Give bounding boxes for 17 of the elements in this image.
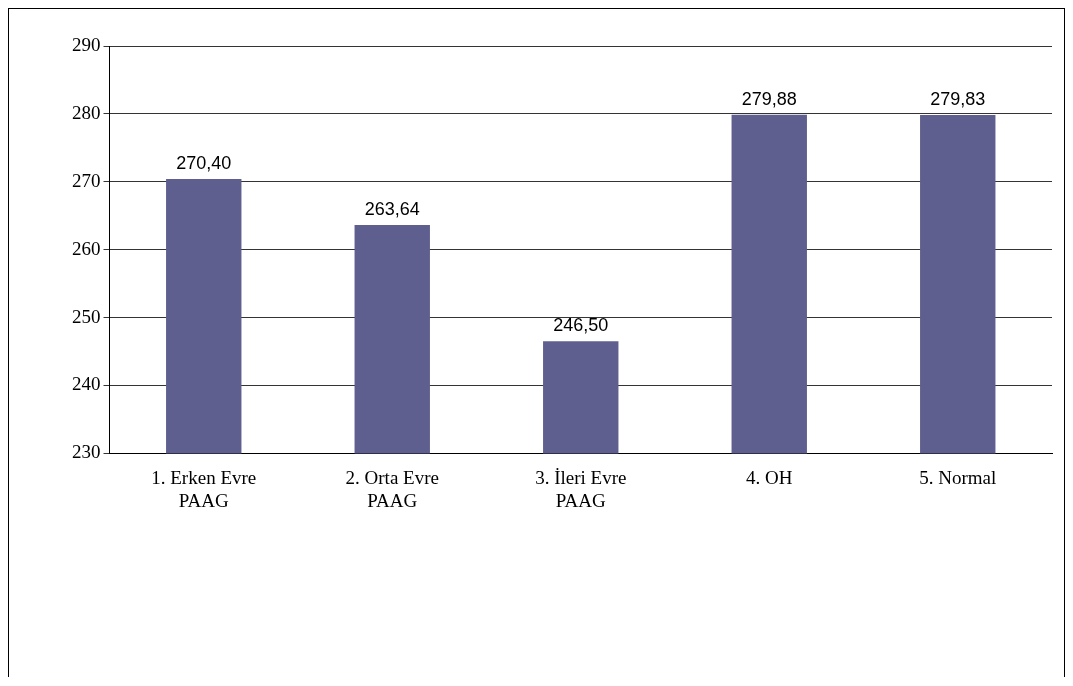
- data-label: 263,64: [364, 198, 420, 219]
- x-tick-label: 3. İleri Evre PAAG: [535, 466, 627, 511]
- x-tick-label: 2. Orta Evre PAAG: [345, 466, 439, 511]
- data-label: 279,83: [930, 89, 986, 110]
- x-tick-label: 1. Erken Evre PAAG: [151, 466, 257, 511]
- y-tick-label: 280: [72, 101, 101, 123]
- y-tick-label: 230: [72, 441, 101, 463]
- x-tick-label: 5. Normal: [919, 466, 997, 488]
- y-tick-label: 250: [72, 305, 101, 327]
- y-tick-label: 270: [72, 169, 101, 191]
- data-label: 270,40: [176, 153, 232, 174]
- y-tick-label: 260: [72, 237, 101, 259]
- y-tick-label: 240: [72, 373, 101, 395]
- x-tick-label: 4. OH: [746, 466, 793, 488]
- y-tick-label: 290: [72, 33, 101, 55]
- data-label: 279,88: [741, 88, 797, 109]
- data-label: 246,50: [553, 315, 609, 336]
